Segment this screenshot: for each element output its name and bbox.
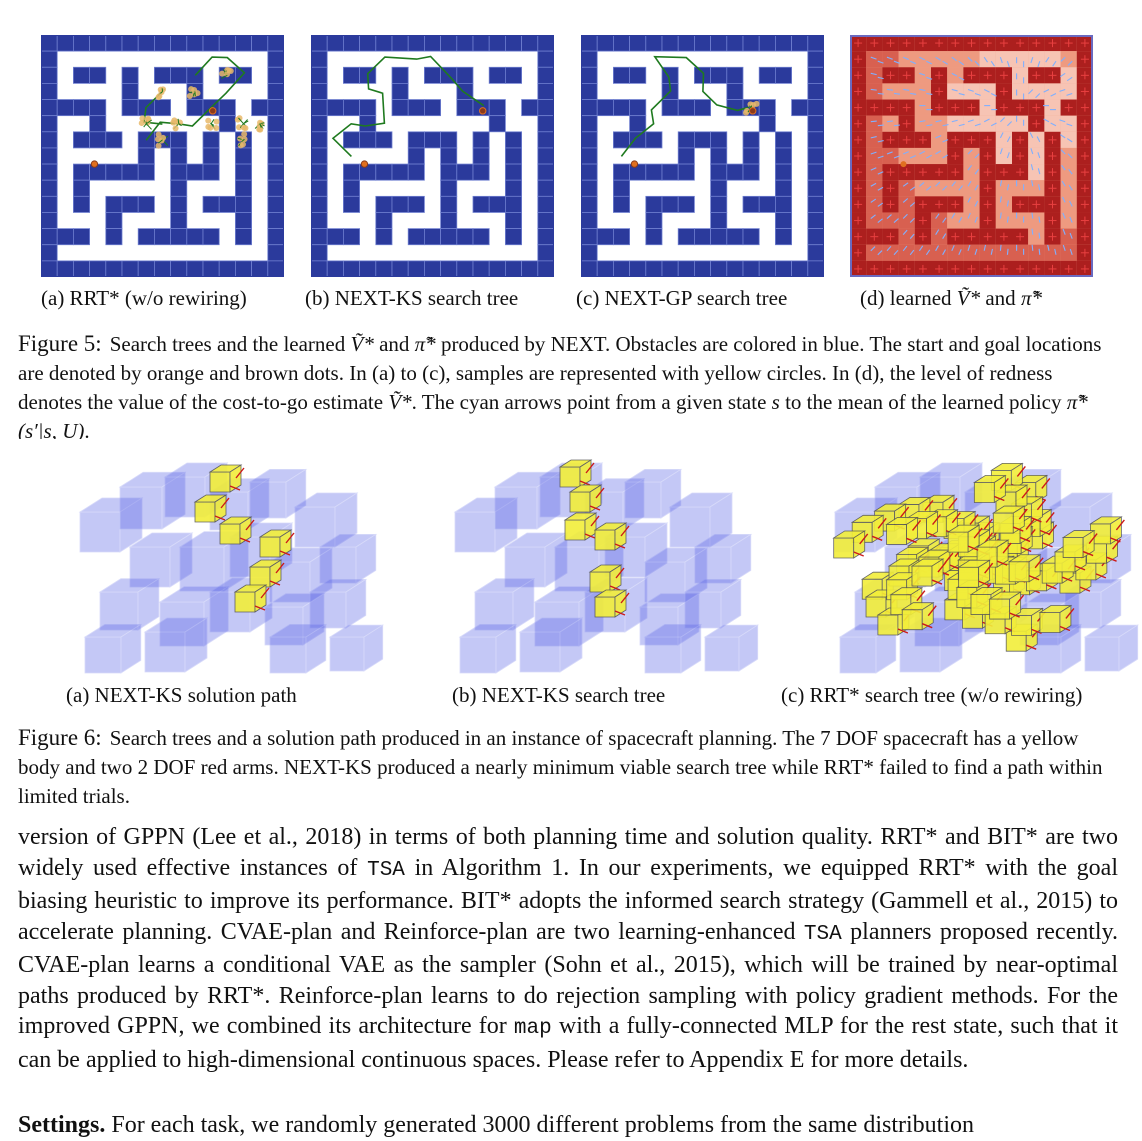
fig6-subcaption-a: (a) NEXT-KS solution path [66,683,297,707]
fig6-subcaption-c: (c) RRT* search tree (w/o rewiring) [781,683,1083,707]
fig5-subcaption-d: (d) learned Ṽ* and π̃* [860,286,1042,310]
maze-learned-value-policy [850,35,1093,277]
fig5-subcaption-c: (c) NEXT-GP search tree [576,286,788,310]
body-paragraph-baselines: version of GPPN (Lee et al., 2018) in te… [18,824,1119,1073]
spacecraft-solution-path [78,462,385,674]
fig5-subcaption-a: (a) RRT* (w/o rewiring) [41,286,247,310]
maze-next-ks [311,35,554,277]
figure6-label: Figure 6: [18,725,102,750]
maze-rrt-star [41,35,284,277]
maze-next-gp [581,35,824,277]
figure5-caption: Figure 5: Search trees and the learned Ṽ*… [18,331,1102,439]
fig6-subcaption-b: (b) NEXT-KS search tree [452,683,666,707]
fig5-subcaption-b: (b) NEXT-KS search tree [305,286,519,310]
spacecraft-rrt-star-tree [832,462,1140,674]
body-paragraph-settings: Settings. For each task, we randomly gen… [18,1112,974,1138]
figure5-label: Figure 5: [18,331,102,356]
settings-heading: Settings. [18,1112,106,1138]
spacecraft-next-ks-tree [453,459,760,674]
figure6-caption: Figure 6: Search trees and a solution pat… [18,725,1103,808]
